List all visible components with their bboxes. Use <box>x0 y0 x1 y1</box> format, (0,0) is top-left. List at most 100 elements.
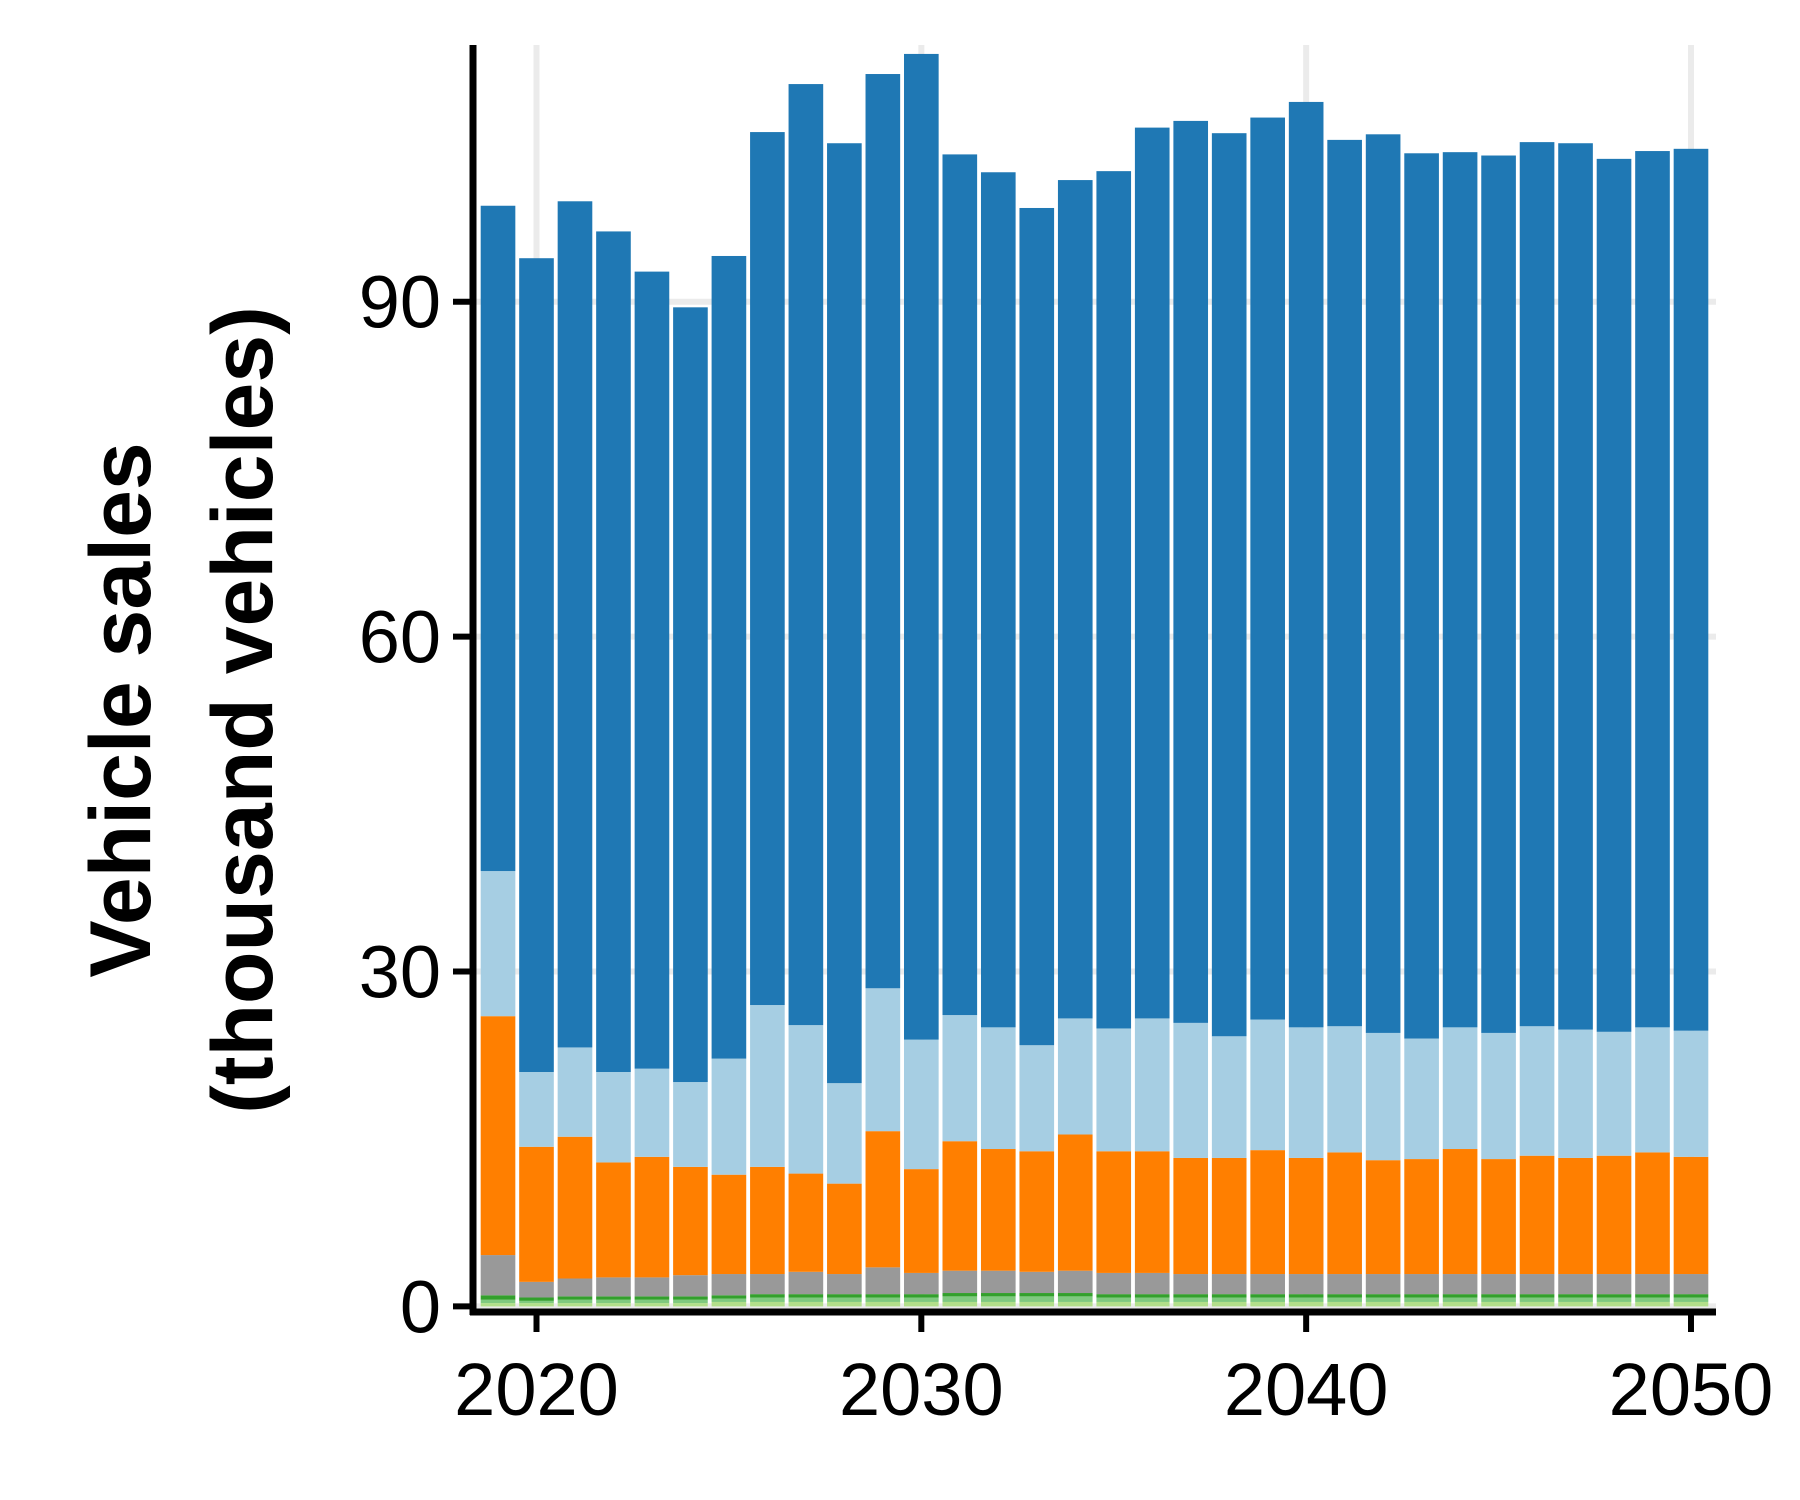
bar-stack-2023 <box>634 271 670 1307</box>
bar-segment-2 <box>1635 1294 1670 1298</box>
bar-stack-2045 <box>1481 155 1516 1307</box>
bar-stack-2042 <box>1365 134 1401 1307</box>
bar-segment-1 <box>1250 1297 1285 1302</box>
bar-segment-4 <box>1673 1156 1709 1275</box>
bar-segment-4 <box>1019 1151 1055 1272</box>
bar-segment-6 <box>750 132 785 1006</box>
bar-segment-5 <box>1173 1022 1209 1158</box>
bar-segment-4 <box>750 1166 785 1275</box>
bar-segment-1 <box>1288 1297 1324 1302</box>
y-tick-label: 30 <box>359 931 441 1014</box>
bar-stack-2029 <box>865 74 901 1307</box>
bar-segment-2 <box>1250 1294 1285 1298</box>
bar-segment-6 <box>673 307 708 1083</box>
bar-segment-5 <box>788 1025 824 1174</box>
x-tick-label: 2040 <box>1224 1348 1389 1431</box>
bar-stack-2040 <box>1288 101 1324 1307</box>
bar-segment-1 <box>1519 1297 1555 1302</box>
bar-segment-0 <box>1211 1301 1247 1307</box>
bar-segment-0 <box>1288 1301 1324 1307</box>
bar-segment-0 <box>942 1301 978 1307</box>
bar-stacks <box>480 53 1709 1307</box>
bar-segment-6 <box>1057 180 1093 1019</box>
bar-segment-6 <box>865 74 901 989</box>
bar-segment-6 <box>980 172 1016 1028</box>
bar-segment-2 <box>596 1296 631 1300</box>
bar-segment-3 <box>1673 1274 1709 1295</box>
bar-segment-5 <box>827 1083 862 1184</box>
bar-segment-2 <box>1057 1293 1093 1297</box>
bar-segment-5 <box>519 1071 554 1147</box>
bar-segment-6 <box>1365 134 1401 1033</box>
bar-segment-1 <box>1096 1297 1132 1302</box>
bar-segment-6 <box>557 201 593 1048</box>
bar-segment-1 <box>1134 1297 1170 1302</box>
bar-segment-1 <box>1173 1297 1209 1302</box>
bar-segment-3 <box>596 1277 631 1297</box>
bar-segment-0 <box>1096 1301 1132 1307</box>
bar-segment-0 <box>1673 1301 1709 1307</box>
bar-segment-3 <box>750 1274 785 1295</box>
bar-segment-1 <box>1211 1297 1247 1302</box>
bar-segment-5 <box>750 1005 785 1167</box>
bar-stack-2050 <box>1673 148 1709 1307</box>
y-tick-label: 90 <box>359 261 441 344</box>
bar-segment-3 <box>865 1267 901 1295</box>
bar-segment-1 <box>519 1300 554 1304</box>
bar-segment-5 <box>673 1082 708 1167</box>
bar-segment-1 <box>711 1298 747 1302</box>
bar-segment-3 <box>904 1272 939 1295</box>
bar-segment-0 <box>1404 1301 1439 1307</box>
bar-stack-2032 <box>980 172 1016 1307</box>
bar-segment-0 <box>980 1301 1016 1307</box>
bar-segment-1 <box>788 1297 824 1302</box>
bar-segment-3 <box>1442 1274 1478 1295</box>
bar-segment-3 <box>1481 1274 1516 1295</box>
bar-segment-2 <box>1596 1294 1632 1298</box>
bar-segment-2 <box>1211 1294 1247 1298</box>
bar-segment-3 <box>519 1281 554 1298</box>
bar-segment-5 <box>557 1047 593 1137</box>
bar-segment-1 <box>1057 1296 1093 1302</box>
bar-segment-2 <box>942 1293 978 1297</box>
bar-segment-6 <box>1096 171 1132 1029</box>
bar-segment-2 <box>1173 1294 1209 1298</box>
bar-stack-2044 <box>1442 152 1478 1307</box>
bar-segment-6 <box>1134 127 1170 1019</box>
bar-segment-2 <box>634 1296 670 1300</box>
bar-stack-2028 <box>827 143 862 1307</box>
bar-segment-4 <box>980 1149 1016 1271</box>
bar-segment-4 <box>519 1146 554 1282</box>
bar-segment-5 <box>1211 1036 1247 1158</box>
bar-segment-4 <box>711 1174 747 1275</box>
bar-segment-1 <box>634 1299 670 1304</box>
bar-stack-2031 <box>942 154 978 1307</box>
bar-segment-2 <box>711 1295 747 1299</box>
y-axis-label-line-1: Vehicle sales <box>73 442 169 978</box>
bar-segment-1 <box>1481 1297 1516 1302</box>
bar-segment-6 <box>1442 152 1478 1028</box>
bar-segment-4 <box>1365 1160 1401 1275</box>
bar-segment-3 <box>788 1271 824 1295</box>
bar-segment-6 <box>1558 143 1593 1030</box>
bar-segment-4 <box>1134 1151 1170 1273</box>
bar-stack-2020 <box>519 258 554 1307</box>
bar-segment-0 <box>827 1301 862 1307</box>
bar-segment-0 <box>788 1301 824 1307</box>
bar-segment-6 <box>596 231 631 1072</box>
bar-segment-6 <box>1635 151 1670 1028</box>
x-tick-label: 2050 <box>1609 1348 1774 1431</box>
bar-segment-0 <box>1134 1301 1170 1307</box>
bar-segment-1 <box>1558 1297 1593 1302</box>
bar-segment-5 <box>1327 1026 1362 1153</box>
bar-segment-3 <box>711 1274 747 1296</box>
bar-segment-4 <box>1404 1159 1439 1275</box>
bar-segment-0 <box>480 1303 516 1307</box>
bar-segment-3 <box>1134 1272 1170 1295</box>
x-tick-label: 2020 <box>454 1348 619 1431</box>
y-tick-label: 60 <box>359 596 441 679</box>
bar-segment-2 <box>1096 1294 1132 1298</box>
bar-segment-0 <box>1365 1301 1401 1307</box>
bar-segment-0 <box>1250 1301 1285 1307</box>
bar-segment-1 <box>1404 1297 1439 1302</box>
